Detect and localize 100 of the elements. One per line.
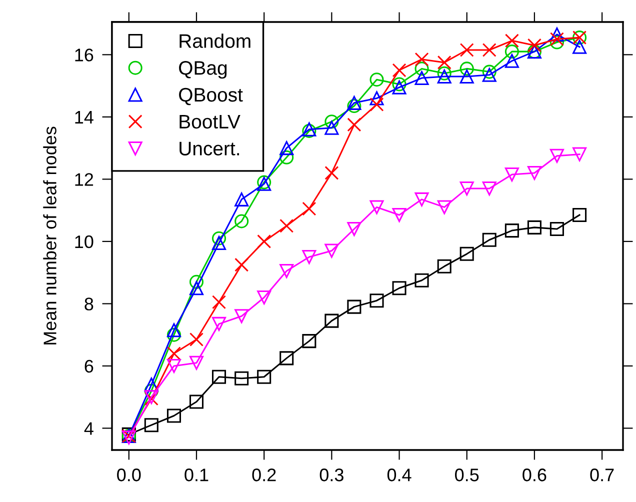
point <box>324 314 339 328</box>
point <box>324 166 339 180</box>
point <box>482 68 496 82</box>
point <box>257 290 272 304</box>
point <box>504 44 519 59</box>
point <box>437 200 452 214</box>
point <box>437 55 452 70</box>
point <box>370 97 384 112</box>
point <box>280 218 294 233</box>
point <box>144 418 158 432</box>
legend-label: Random <box>180 34 250 48</box>
point <box>414 52 429 66</box>
point <box>324 114 339 129</box>
x-tick-label: 0.3 <box>320 468 344 482</box>
point <box>460 69 474 84</box>
x-tick-label: 0.7 <box>590 468 614 482</box>
point <box>392 63 406 78</box>
point <box>212 370 226 384</box>
point <box>347 99 362 114</box>
point <box>392 80 406 94</box>
point <box>460 246 474 261</box>
y-axis-title: Mean number of leaf nodes <box>43 126 56 344</box>
point <box>302 250 316 264</box>
point <box>347 300 362 314</box>
point <box>527 38 542 52</box>
point <box>482 182 496 196</box>
point <box>166 358 181 373</box>
point <box>189 332 204 347</box>
legend-label: Uncert. <box>180 142 240 156</box>
legend-label: QBag <box>179 61 227 79</box>
point <box>189 356 204 370</box>
point <box>370 200 384 214</box>
point <box>482 232 496 247</box>
y-tick-label: 10 <box>75 235 94 248</box>
x-tick-label: 0.4 <box>387 468 412 482</box>
point <box>234 214 249 228</box>
point <box>504 54 519 68</box>
point <box>370 294 384 308</box>
point <box>414 62 429 76</box>
point <box>392 77 406 92</box>
point <box>482 43 496 58</box>
point <box>572 147 587 162</box>
x-tick-label: 0.6 <box>522 468 546 482</box>
point <box>504 168 519 182</box>
point <box>166 323 181 338</box>
point <box>504 34 519 48</box>
x-tick-label: 0.2 <box>252 468 276 482</box>
point <box>414 273 429 288</box>
point <box>166 408 181 423</box>
point <box>527 220 542 234</box>
point <box>437 66 452 80</box>
point <box>234 192 249 206</box>
point <box>280 264 294 278</box>
point <box>460 43 474 58</box>
point <box>437 259 452 274</box>
x-tick-label: 0.5 <box>455 468 479 482</box>
y-tick-label: 4 <box>84 422 94 435</box>
point <box>212 316 226 331</box>
point <box>572 208 587 222</box>
y-tick-label: 12 <box>75 173 94 186</box>
point <box>347 118 362 132</box>
point <box>302 334 316 348</box>
point <box>392 208 406 222</box>
point <box>324 244 339 258</box>
point <box>550 222 564 236</box>
point <box>257 370 272 384</box>
point <box>550 32 564 46</box>
legend-label: BootLV <box>180 115 240 129</box>
point <box>280 351 294 366</box>
x-tick-label: 0.1 <box>184 468 208 482</box>
point <box>189 281 204 296</box>
point <box>257 234 272 248</box>
point <box>572 40 587 54</box>
point <box>504 224 519 238</box>
point <box>550 27 564 42</box>
legend-label: QBoost <box>179 88 243 106</box>
point <box>347 96 362 110</box>
point <box>392 281 406 296</box>
x-tick-label: 0.0 <box>117 468 141 482</box>
point <box>212 295 226 310</box>
point <box>234 258 249 272</box>
point <box>550 148 564 163</box>
point <box>527 166 542 180</box>
point <box>166 346 181 361</box>
point <box>212 231 226 246</box>
point <box>370 91 384 106</box>
point <box>280 150 294 164</box>
point <box>370 72 384 87</box>
y-tick-label: 16 <box>75 48 94 62</box>
point <box>166 328 181 342</box>
y-tick-label: 14 <box>75 111 94 124</box>
point <box>189 394 204 409</box>
point <box>414 192 429 206</box>
point <box>460 62 474 76</box>
y-tick-label: 6 <box>84 360 94 373</box>
point <box>347 222 362 236</box>
point <box>302 202 316 216</box>
point <box>482 64 496 79</box>
point <box>280 141 294 156</box>
point <box>460 182 474 196</box>
